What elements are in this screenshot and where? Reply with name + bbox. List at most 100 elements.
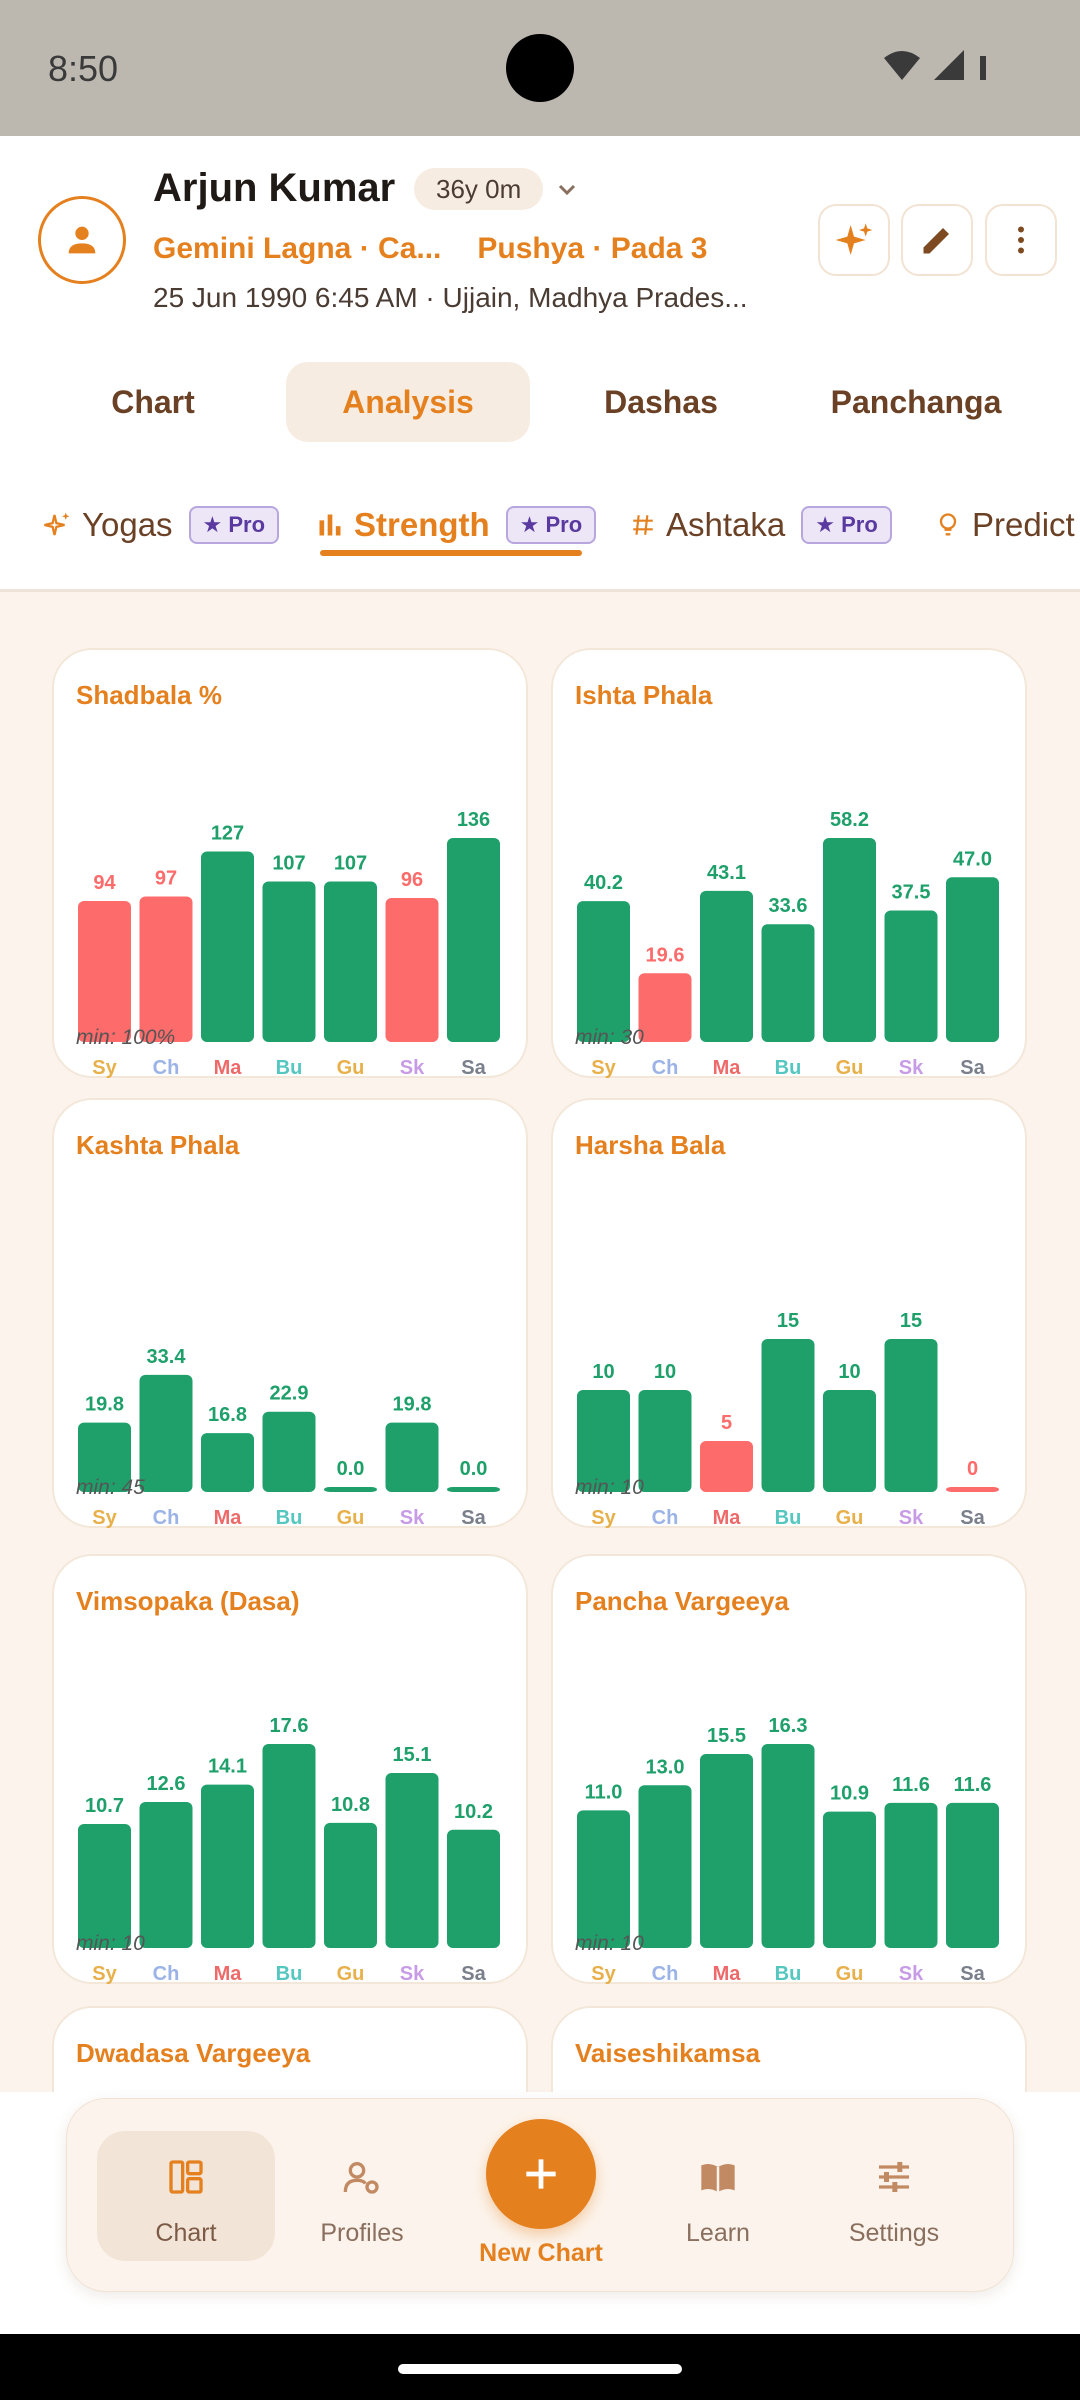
- bar-value-label: 17.6: [270, 1715, 309, 1737]
- planet-tick-label: Sa: [461, 1963, 486, 1985]
- planet-tick-label: Ch: [652, 1057, 679, 1079]
- nav-profiles[interactable]: Profiles: [273, 2131, 451, 2261]
- gesture-handle[interactable]: [398, 2364, 682, 2374]
- subtab-strength[interactable]: Strength ★ Pro: [316, 500, 597, 550]
- pro-badge: ★ Pro: [188, 506, 280, 544]
- bar-value-label: 5: [721, 1412, 732, 1434]
- tab-dashas[interactable]: Dashas: [604, 384, 718, 420]
- bottom-navigation: Chart Profiles New Chart Learn Settings: [66, 2098, 1014, 2292]
- new-chart-button[interactable]: [486, 2119, 596, 2229]
- card-title: Ishta Phala: [575, 680, 713, 710]
- bar-Bu: [761, 924, 815, 1042]
- subtab-predict-label: Predict: [972, 506, 1075, 543]
- card-min-label: min: 10: [575, 1932, 644, 1955]
- planet-tick-label: Ma: [713, 1507, 742, 1529]
- bar-Sk: [385, 898, 439, 1042]
- bar-Sa: [946, 1487, 999, 1492]
- planet-tick-label: Sk: [400, 1507, 425, 1529]
- planet-tick-label: Gu: [836, 1963, 864, 1985]
- more-options-button[interactable]: [985, 204, 1057, 276]
- planet-tick-label: Sy: [92, 1507, 117, 1529]
- planet-tick-label: Sa: [461, 1057, 486, 1079]
- bar-Gu: [324, 1822, 377, 1948]
- tab-panchanga[interactable]: Panchanga: [830, 384, 1002, 420]
- nav-learn[interactable]: Learn: [629, 2131, 807, 2261]
- birth-info: 25 Jun 1990 6:45 AM · Ujjain, Madhya Pra…: [153, 282, 748, 313]
- bar-chart: 11.0 Sy 13.0 Ch 15.5 Ma 16.3 Bu 10.9 Gu 11.6 Sk 11.6…: [577, 1715, 999, 1985]
- subtab-ashtaka[interactable]: Ashtaka ★ Pro: [630, 500, 892, 550]
- bar-Sa: [447, 838, 500, 1042]
- bar-Sy: [78, 1823, 131, 1948]
- bar-Ma: [700, 1754, 753, 1948]
- bar-Bu: [262, 1411, 316, 1492]
- bar-Sk: [884, 910, 938, 1042]
- card-title: Kashta Phala: [76, 1130, 240, 1160]
- bar-value-label: 15: [777, 1310, 799, 1332]
- bar-value-label: 11.6: [892, 1774, 930, 1796]
- bar-Sa: [946, 877, 999, 1042]
- planet-tick-label: Bu: [276, 1963, 303, 1985]
- sliders-icon: [879, 2162, 909, 2192]
- planet-tick-label: Sy: [591, 1507, 616, 1529]
- bar-Sy: [577, 1390, 630, 1492]
- nav-settings[interactable]: Settings: [805, 2131, 983, 2261]
- planet-tick-label: Bu: [775, 1963, 802, 1985]
- planet-tick-label: Sk: [400, 1057, 425, 1079]
- planet-tick-label: Ma: [214, 1963, 243, 1985]
- planet-tick-label: Sa: [960, 1057, 985, 1079]
- bar-value-label: 107: [334, 853, 367, 875]
- bar-Gu: [823, 838, 876, 1042]
- bar-value-label: 16.8: [208, 1404, 247, 1426]
- planet-tick-label: Ma: [214, 1057, 243, 1079]
- bar-value-label: 47.0: [953, 848, 992, 870]
- bar-Bu: [761, 1339, 815, 1492]
- avatar[interactable]: [38, 196, 126, 284]
- bar-value-label: 11.0: [585, 1781, 623, 1803]
- edit-button[interactable]: [901, 204, 973, 276]
- planet-tick-label: Sy: [591, 1057, 616, 1079]
- lagna-text: Gemini Lagna · Ca...: [153, 232, 442, 265]
- tab-chart[interactable]: Chart: [111, 384, 195, 420]
- bar-value-label: 107: [272, 853, 305, 875]
- nav-settings-label: Settings: [848, 2219, 940, 2247]
- strength-charts: 94 Sy 97 Ch 127 Ma 107 Bu 107 Gu 96 Sk 136 Sa Shadbal…: [0, 592, 1080, 2092]
- main-tabs: Chart Analysis Dashas Panchanga: [0, 358, 1080, 448]
- bar-Ch: [139, 1374, 193, 1492]
- subtab-yogas[interactable]: Yogas ★ Pro: [42, 500, 280, 550]
- bar-value-label: 37.5: [892, 882, 931, 904]
- camera-cutout: [506, 34, 574, 102]
- nav-chart-label: Chart: [155, 2219, 217, 2247]
- wifi-icon: [884, 51, 920, 80]
- bar-value-label: 94: [93, 872, 116, 894]
- status-time: 8:50: [48, 48, 119, 89]
- ai-insight-button[interactable]: [818, 204, 890, 276]
- chart-card: Vaiseshikamsa: [551, 2006, 1027, 2092]
- nav-learn-label: Learn: [686, 2219, 750, 2247]
- chevron-down-icon[interactable]: [555, 178, 579, 202]
- chart-card: 40.2 Sy 19.6 Ch 43.1 Ma 33.6 Bu 58.2 Gu 37.5 Sk 47.0…: [551, 648, 1027, 1079]
- bar-value-label: 0.0: [337, 1458, 365, 1480]
- signal-icon: [934, 50, 964, 80]
- bar-value-label: 19.8: [85, 1394, 124, 1416]
- sparkle-icon: [835, 223, 873, 255]
- nav-chart[interactable]: Chart: [97, 2131, 275, 2261]
- person-icon: [68, 226, 96, 254]
- planet-tick-label: Bu: [276, 1507, 303, 1529]
- bar-Sy: [78, 901, 131, 1042]
- bar-value-label: 96: [401, 869, 423, 891]
- pro-badge: ★ Pro: [505, 506, 597, 544]
- status-bar: 8:50: [0, 0, 1080, 136]
- bar-chart: 10.7 Sy 12.6 Ch 14.1 Ma 17.6 Bu 10.8 Gu 15.1 Sk 10.2…: [78, 1715, 500, 1985]
- profiles-icon: [343, 2162, 379, 2194]
- bar-Ch: [638, 1390, 692, 1492]
- tab-analysis[interactable]: Analysis: [286, 362, 530, 442]
- bar-value-label: 10.7: [85, 1795, 124, 1817]
- planet-tick-label: Sk: [899, 1507, 924, 1529]
- planet-tick-label: Ch: [652, 1963, 679, 1985]
- bar-Bu: [262, 881, 316, 1042]
- bar-value-label: 10.9: [830, 1783, 869, 1805]
- sparkle-icon: [44, 512, 70, 536]
- subtab-predict[interactable]: Predict: [934, 500, 1075, 550]
- bar-Sk: [884, 1339, 938, 1492]
